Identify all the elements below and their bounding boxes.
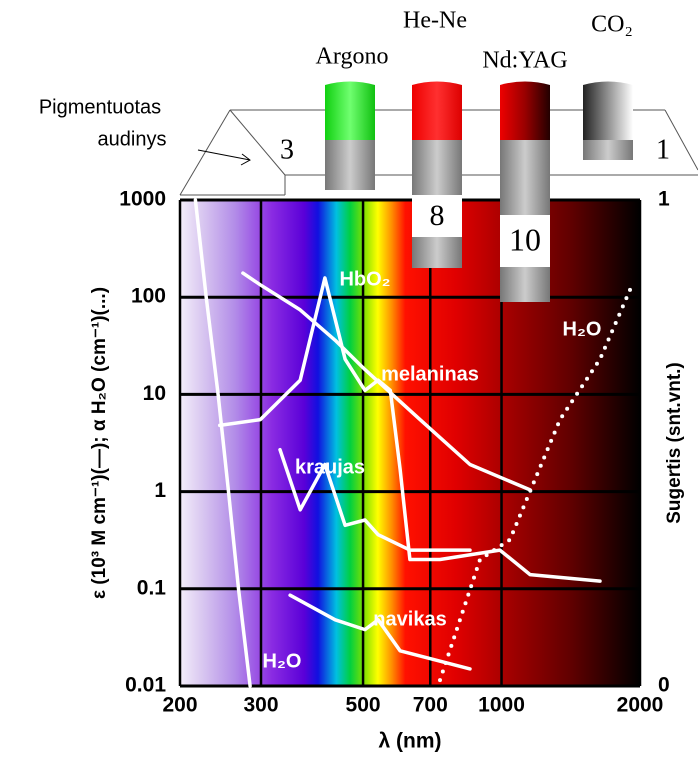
x-tick-label: 300 [243,694,278,717]
y-tick-label: 10 [143,382,166,405]
tissue-label: Pigmentuotas [39,96,161,118]
laser-name: CO₂ [591,12,633,38]
curve-label: kraujas [295,456,365,478]
x-tick-label: 200 [162,694,197,717]
arrow [197,149,251,166]
curve [288,593,472,671]
x-tick-label: 2000 [617,694,664,717]
curves [193,198,632,688]
y2-tick-label: 1 [658,188,670,211]
x-tick-label: 500 [346,694,381,717]
curve-label: navikas [373,608,446,630]
laser-argono [325,81,375,190]
curve [217,276,602,583]
laser-co2 [583,81,633,160]
tissue-label: audinys [98,128,167,150]
laser-name: Nd:YAG [482,48,567,74]
curve-label: melaninas [381,363,479,385]
y-axis-label: ε (10³ M cm⁻¹)(—); α H₂O (cm⁻¹)(...) [89,287,110,599]
y-tick-label: 1000 [119,188,166,211]
laser-nd-yag [500,81,550,302]
depth-label: 3 [280,134,294,165]
grid [178,198,642,688]
laser-he-ne [412,81,462,268]
depth-label: 8 [430,199,445,232]
curve-label: H₂O [263,650,302,672]
x-tick-label: 1000 [478,694,525,717]
depth-label: 1 [656,134,670,165]
curve [438,287,632,683]
curve [278,447,472,552]
x-tick-label: 700 [413,694,448,717]
x-axis-label: λ (nm) [379,730,442,753]
curve [241,271,532,492]
depth-label: 10 [509,221,541,257]
curve-label: H₂O [563,318,602,340]
curve-label: HbO₂ [339,268,390,290]
y-tick-label: 100 [131,285,166,308]
y2-tick-label: 0 [658,674,670,697]
y-tick-label: 1 [154,479,166,502]
y2-axis-label: Sugertis (snt.vnt.) [664,362,685,524]
laser-name: Argono [316,44,389,70]
y-tick-label: 0.1 [137,576,167,599]
curve [193,198,252,688]
laser-name: He-Ne [403,8,467,34]
y-tick-label: 0.01 [125,674,166,697]
